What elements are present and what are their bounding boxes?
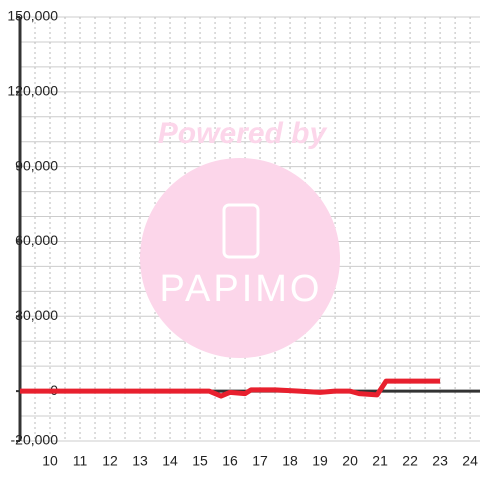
x-tick-label: 18	[282, 453, 298, 469]
x-tick-label: 20	[342, 453, 358, 469]
x-tick-label: 24	[462, 453, 478, 469]
x-tick-label: 12	[102, 453, 118, 469]
x-tick-label: 15	[192, 453, 208, 469]
x-tick-label: 17	[252, 453, 268, 469]
y-tick-label: 90,000	[15, 157, 58, 173]
x-tick-label: 22	[402, 453, 418, 469]
data-line	[20, 378, 441, 399]
x-tick-label: 19	[312, 453, 328, 469]
y-tick-label: -20,000	[11, 432, 59, 448]
y-tick-label: 60,000	[15, 232, 58, 248]
x-tick-label: 16	[222, 453, 238, 469]
x-tick-label: 13	[132, 453, 148, 469]
y-tick-label: 30,000	[15, 307, 58, 323]
x-tick-label: 23	[432, 453, 448, 469]
watermark-icon	[222, 203, 260, 259]
x-tick-label: 14	[162, 453, 178, 469]
x-tick-label: 11	[73, 453, 88, 469]
watermark-text: PAPIMO	[160, 268, 323, 310]
x-tick-label: 21	[372, 453, 388, 469]
x-tick-label: 10	[42, 453, 58, 469]
y-tick-label: 120,000	[7, 83, 58, 99]
y-tick-label: 150,000	[7, 8, 58, 24]
watermark-text: Powered by	[158, 117, 328, 150]
